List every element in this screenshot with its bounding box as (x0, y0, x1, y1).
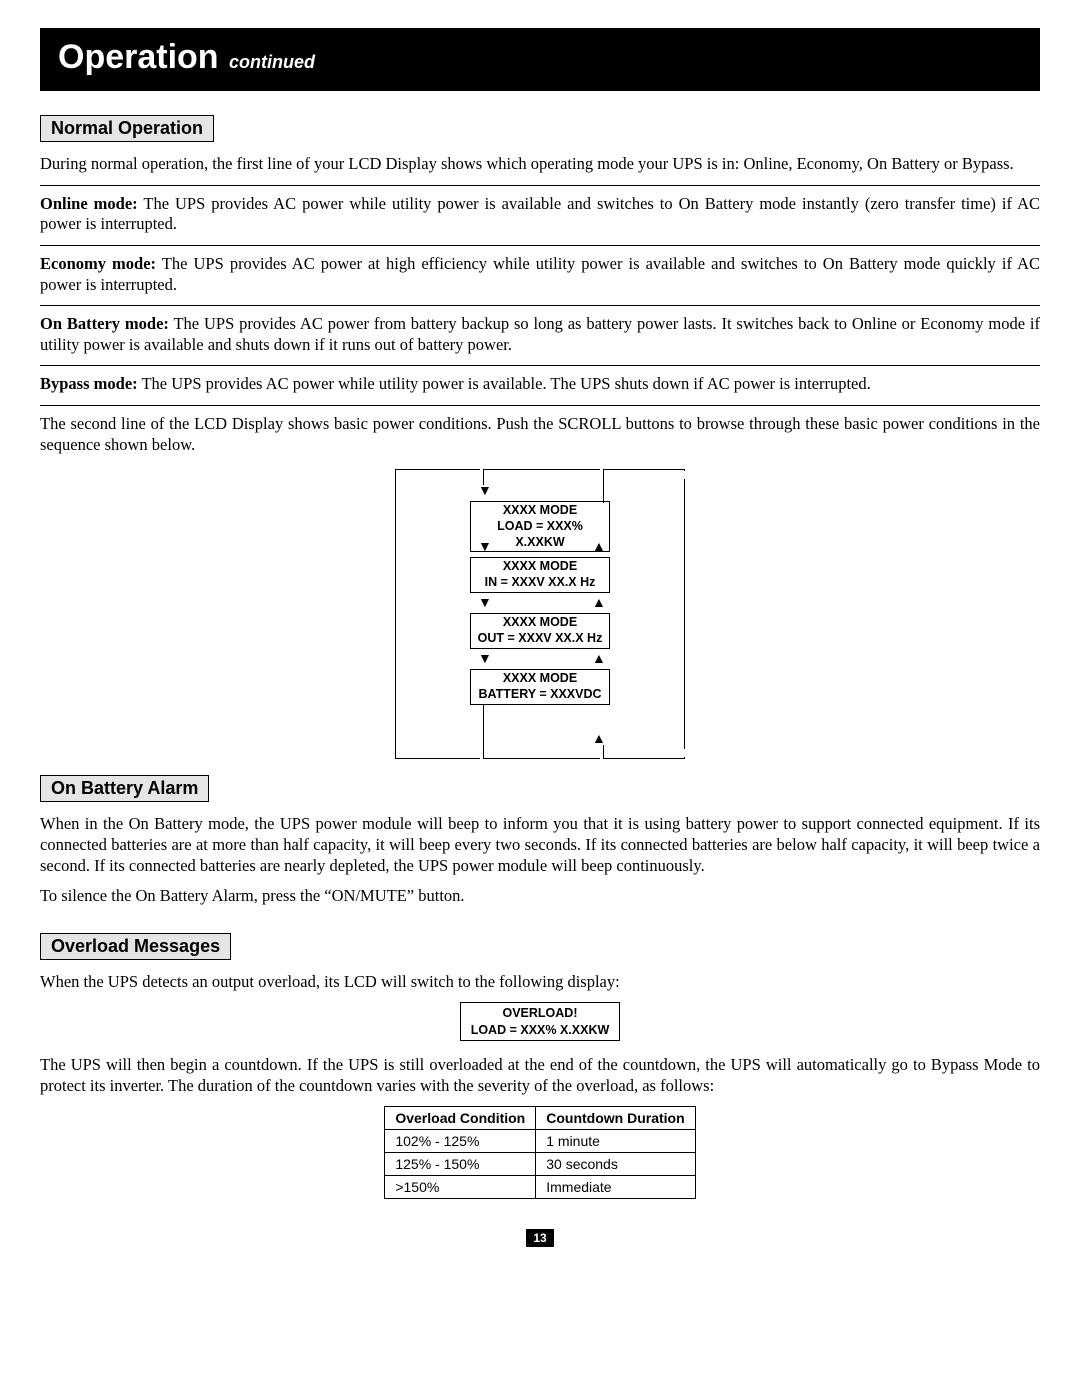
table-cell: 102% - 125% (385, 1130, 536, 1153)
divider (40, 245, 1040, 246)
lcd-screen: XXXX MODE IN = XXXV XX.X Hz (470, 557, 610, 592)
lcd-line: LOAD = XXX% X.XXKW (461, 1022, 619, 1038)
arrow-down-icon: ▼ (478, 651, 492, 665)
scroll-diagram: ▼ XXXX MODE LOAD = XXX% X.XXKW ▼ ▲ XXXX … (40, 469, 1040, 759)
arrow-down-icon: ▼ (478, 595, 492, 609)
lcd-line: IN = XXXV XX.X Hz (471, 575, 609, 591)
table-row: 102% - 125% 1 minute (385, 1130, 695, 1153)
table-cell: Immediate (536, 1176, 695, 1199)
overload-table: Overload Condition Countdown Duration 10… (384, 1106, 695, 1199)
mode-economy-label: Economy mode: (40, 254, 156, 273)
section-heading-alarm: On Battery Alarm (40, 775, 209, 802)
alarm-p1: When in the On Battery mode, the UPS pow… (40, 814, 1040, 876)
mode-online-text: The UPS provides AC power while utility … (40, 194, 1040, 234)
arrow-down-icon: ▼ (478, 483, 492, 497)
arrow-up-icon: ▲ (592, 731, 606, 745)
table-row: >150% Immediate (385, 1176, 695, 1199)
mode-onbattery-text: The UPS provides AC power from battery b… (40, 314, 1040, 354)
mode-economy: Economy mode: The UPS provides AC power … (40, 254, 1040, 295)
page-number: 13 (526, 1229, 554, 1247)
lcd-line: BATTERY = XXXVDC (471, 687, 609, 703)
mode-online: Online mode: The UPS provides AC power w… (40, 194, 1040, 235)
lcd-screen: XXXX MODE BATTERY = XXXVDC (470, 669, 610, 704)
lcd-line: XXXX MODE (471, 503, 609, 519)
table-row: Overload Condition Countdown Duration (385, 1107, 695, 1130)
overload-lcd: OVERLOAD! LOAD = XXX% X.XXKW (460, 1002, 620, 1041)
divider (40, 365, 1040, 366)
overload-intro: When the UPS detects an output overload,… (40, 972, 1040, 993)
alarm-p2: To silence the On Battery Alarm, press t… (40, 886, 1040, 907)
second-line-text: The second line of the LCD Display shows… (40, 414, 1040, 455)
overload-after: The UPS will then begin a countdown. If … (40, 1055, 1040, 1096)
mode-bypass: Bypass mode: The UPS provides AC power w… (40, 374, 1040, 395)
table-cell: 125% - 150% (385, 1153, 536, 1176)
table-cell: 30 seconds (536, 1153, 695, 1176)
table-cell: >150% (385, 1176, 536, 1199)
mode-online-label: Online mode: (40, 194, 138, 213)
section-heading-normal: Normal Operation (40, 115, 214, 142)
mode-bypass-text: The UPS provides AC power while utility … (138, 374, 871, 393)
divider (40, 405, 1040, 406)
lcd-screen: XXXX MODE OUT = XXXV XX.X Hz (470, 613, 610, 648)
table-cell: 1 minute (536, 1130, 695, 1153)
normal-intro: During normal operation, the first line … (40, 154, 1040, 175)
table-header: Overload Condition (385, 1107, 536, 1130)
divider (40, 185, 1040, 186)
mode-onbattery: On Battery mode: The UPS provides AC pow… (40, 314, 1040, 355)
section-heading-overload: Overload Messages (40, 933, 231, 960)
arrow-down-icon: ▼ (478, 539, 492, 553)
lcd-line: XXXX MODE (471, 671, 609, 687)
arrow-up-icon: ▲ (592, 539, 606, 553)
mode-onbattery-label: On Battery mode: (40, 314, 169, 333)
page-header: Operation continued (40, 28, 1040, 91)
table-header: Countdown Duration (536, 1107, 695, 1130)
mode-economy-text: The UPS provides AC power at high effici… (40, 254, 1040, 294)
lcd-line: XXXX MODE (471, 615, 609, 631)
arrow-up-icon: ▲ (592, 595, 606, 609)
lcd-line: OVERLOAD! (461, 1005, 619, 1021)
table-row: 125% - 150% 30 seconds (385, 1153, 695, 1176)
lcd-line: OUT = XXXV XX.X Hz (471, 631, 609, 647)
header-title: Operation (58, 38, 219, 76)
arrow-up-icon: ▲ (592, 651, 606, 665)
divider (40, 305, 1040, 306)
header-subtitle: continued (229, 52, 315, 72)
mode-bypass-label: Bypass mode: (40, 374, 138, 393)
lcd-line: XXXX MODE (471, 559, 609, 575)
